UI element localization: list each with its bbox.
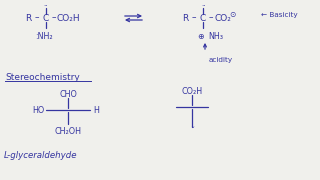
Text: L-glyceraldehyde: L-glyceraldehyde (4, 150, 77, 159)
Text: C: C (43, 14, 49, 22)
Text: ˇ: ˇ (190, 127, 194, 136)
Text: CHO: CHO (59, 89, 77, 98)
Text: acidity: acidity (209, 57, 233, 63)
Text: R: R (182, 14, 188, 22)
Text: –: – (192, 14, 196, 22)
Text: HO: HO (32, 105, 44, 114)
Text: CO₂: CO₂ (215, 14, 231, 22)
Text: Stereochemistry: Stereochemistry (5, 73, 80, 82)
Text: ⊙: ⊙ (229, 10, 235, 19)
Text: CO₂H: CO₂H (56, 14, 80, 22)
Text: R: R (25, 14, 31, 22)
Text: ← Basicity: ← Basicity (261, 12, 298, 18)
Text: –: – (52, 14, 56, 22)
Text: ··: ·· (44, 3, 48, 9)
Text: CH₂OH: CH₂OH (54, 127, 82, 136)
Text: NH₃: NH₃ (208, 31, 223, 40)
Text: –: – (209, 14, 213, 22)
Text: ⊕: ⊕ (198, 31, 204, 40)
Text: CO₂H: CO₂H (181, 87, 203, 96)
Text: C: C (200, 14, 206, 22)
Text: ··: ·· (201, 3, 205, 9)
Text: –: – (35, 14, 39, 22)
Text: H: H (93, 105, 99, 114)
Text: :NH₂: :NH₂ (35, 31, 53, 40)
